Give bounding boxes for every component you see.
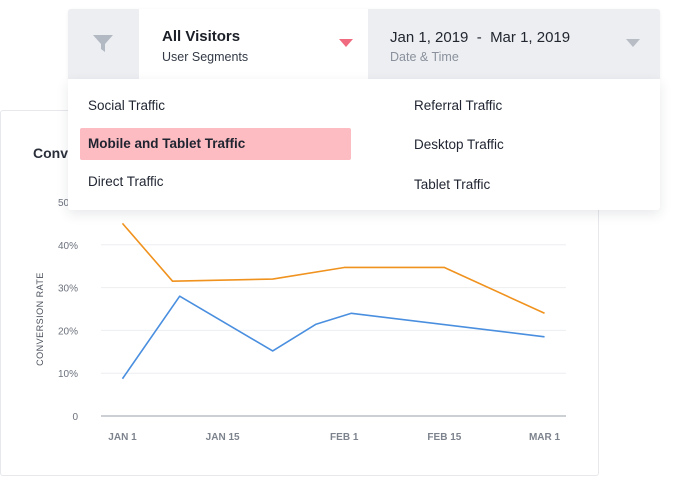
- date-range-select[interactable]: Jan 1, 2019 - Mar 1, 2019 Date & Time: [369, 9, 660, 79]
- user-segments-select[interactable]: All Visitors User Segments: [139, 9, 368, 79]
- chevron-down-icon: [626, 39, 640, 47]
- segment-value: All Visitors: [162, 28, 241, 45]
- y-tick-label: 30%: [58, 284, 78, 295]
- dropdown-item-desktop-traffic[interactable]: Desktop Traffic: [414, 137, 504, 152]
- date-range-label: Date & Time: [390, 50, 459, 64]
- y-tick-label: 10%: [58, 369, 78, 380]
- dropdown-item-referral-traffic[interactable]: Referral Traffic: [414, 98, 503, 113]
- x-tick-label: JAN 1: [108, 432, 137, 443]
- series-line-0: [121, 222, 545, 315]
- x-tick-label: MAR 1: [529, 432, 561, 443]
- segments-dropdown: Social Traffic Mobile and Tablet Traffic…: [68, 79, 660, 210]
- y-tick-label: 0: [72, 412, 78, 423]
- y-tick-label: 20%: [58, 326, 78, 337]
- date-range-value: Jan 1, 2019 - Mar 1, 2019: [390, 29, 571, 46]
- dropdown-item-tablet-traffic[interactable]: Tablet Traffic: [414, 177, 491, 192]
- dropdown-item-direct-traffic[interactable]: Direct Traffic: [88, 174, 164, 189]
- x-tick-label: FEB 15: [427, 432, 461, 443]
- dropdown-item-social-traffic[interactable]: Social Traffic: [88, 98, 166, 113]
- dropdown-item-mobile-tablet-traffic[interactable]: Mobile and Tablet Traffic: [80, 128, 351, 160]
- segment-label: User Segments: [162, 50, 249, 64]
- y-tick-label: 40%: [58, 241, 78, 252]
- filter-button[interactable]: [68, 9, 138, 79]
- x-tick-label: FEB 1: [330, 432, 359, 443]
- filter-bar: All Visitors User Segments Jan 1, 2019 -…: [68, 9, 660, 79]
- y-axis-label: CONVERSION RATE: [35, 272, 45, 366]
- funnel-icon: [93, 35, 113, 52]
- x-tick-label: JAN 15: [206, 432, 240, 443]
- chevron-down-icon: [339, 39, 353, 47]
- series-line-1: [121, 295, 545, 380]
